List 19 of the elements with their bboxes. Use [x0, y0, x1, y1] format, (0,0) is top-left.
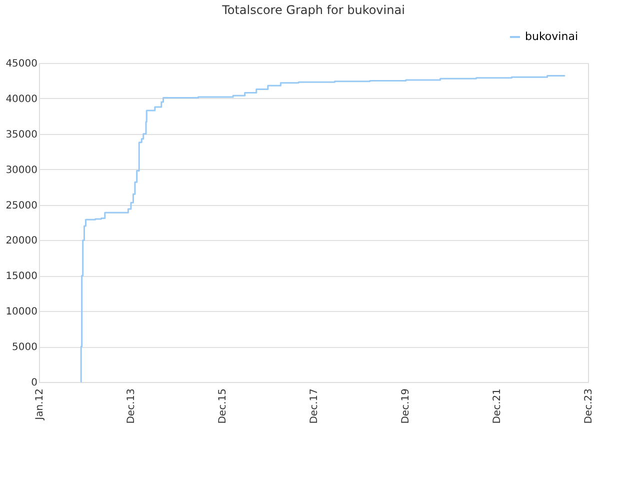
y-tick-label: 45000: [6, 58, 38, 70]
x-tick-label: Dec.13: [126, 388, 137, 424]
x-tick-label: Dec.19: [400, 388, 412, 424]
y-tick-label: 35000: [6, 129, 38, 140]
x-tick-label: Dec.23: [584, 388, 594, 424]
y-tick-label: 25000: [6, 200, 38, 212]
y-tick-label: 40000: [6, 94, 38, 105]
y-tick-label: 15000: [6, 271, 38, 282]
y-tick-label: 30000: [6, 164, 38, 176]
legend-label: bukovinai: [525, 30, 578, 43]
x-tick-label: Dec.21: [492, 388, 504, 424]
x-tick-label: Jan.12: [34, 388, 46, 421]
y-tick-label: 5000: [12, 342, 38, 354]
y-tick-label: 10000: [6, 306, 38, 318]
y-tick-label: 0: [31, 378, 38, 388]
y-tick-label: 20000: [6, 236, 38, 247]
x-tick-label: Dec.17: [309, 388, 320, 424]
x-tick-label: Dec.15: [217, 388, 228, 424]
chart-title: Totalscore Graph for bukovinai: [221, 3, 405, 17]
